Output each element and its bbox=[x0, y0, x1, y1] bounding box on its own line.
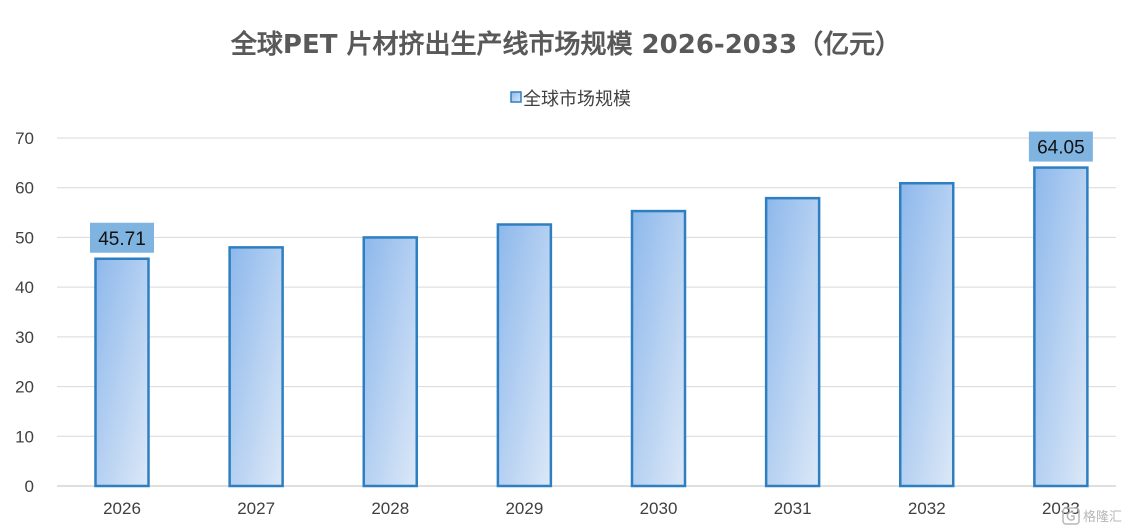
y-tick-label: 70 bbox=[15, 129, 34, 148]
legend-swatch bbox=[510, 91, 522, 103]
y-axis: 0 10 20 30 40 50 60 70 bbox=[15, 129, 34, 496]
x-tick-label: 2027 bbox=[237, 499, 275, 518]
y-tick-label: 60 bbox=[15, 179, 34, 198]
bars bbox=[94, 166, 1089, 488]
bar-2026 bbox=[94, 257, 150, 488]
bar-2030 bbox=[630, 209, 687, 488]
data-labels: 45.71 64.05 bbox=[90, 131, 1093, 253]
x-tick-label: 2030 bbox=[640, 499, 678, 518]
legend: 全球市场规模 bbox=[510, 89, 631, 110]
x-tick-label: 2032 bbox=[908, 499, 946, 518]
bar-2027 bbox=[228, 246, 284, 488]
bar-2028 bbox=[362, 236, 418, 488]
x-tick-label: 2026 bbox=[103, 499, 141, 518]
data-label: 45.71 bbox=[98, 229, 146, 250]
bar-2033 bbox=[1033, 166, 1089, 488]
y-tick-label: 20 bbox=[15, 378, 34, 397]
x-axis: 2026 2027 2028 2029 2030 2031 2032 2033 bbox=[103, 499, 1080, 518]
y-tick-label: 50 bbox=[15, 228, 34, 247]
grid bbox=[57, 137, 1116, 487]
x-tick-label: 2029 bbox=[505, 499, 543, 518]
x-tick-label: 2033 bbox=[1042, 499, 1080, 518]
y-tick-label: 30 bbox=[15, 328, 34, 347]
y-tick-label: 0 bbox=[25, 477, 34, 496]
logo-g-icon bbox=[1062, 507, 1080, 525]
y-tick-label: 10 bbox=[15, 427, 34, 446]
x-tick-label: 2031 bbox=[774, 499, 812, 518]
data-label-box bbox=[1028, 131, 1093, 162]
y-tick-label: 40 bbox=[15, 278, 34, 297]
chart-title: 全球PET 片材挤出生产线市场规模 2026-2033（亿元） bbox=[230, 29, 901, 60]
x-tick-label: 2028 bbox=[371, 499, 409, 518]
legend-label: 全球市场规模 bbox=[523, 89, 631, 110]
watermark-text: 格隆汇 bbox=[1083, 509, 1122, 525]
bar-2031 bbox=[764, 196, 821, 488]
bar-2032 bbox=[899, 181, 955, 488]
data-label-box bbox=[90, 222, 154, 253]
data-label: 64.05 bbox=[1037, 138, 1085, 159]
watermark: 格隆汇 bbox=[1062, 507, 1122, 525]
bar-2029 bbox=[496, 223, 553, 488]
